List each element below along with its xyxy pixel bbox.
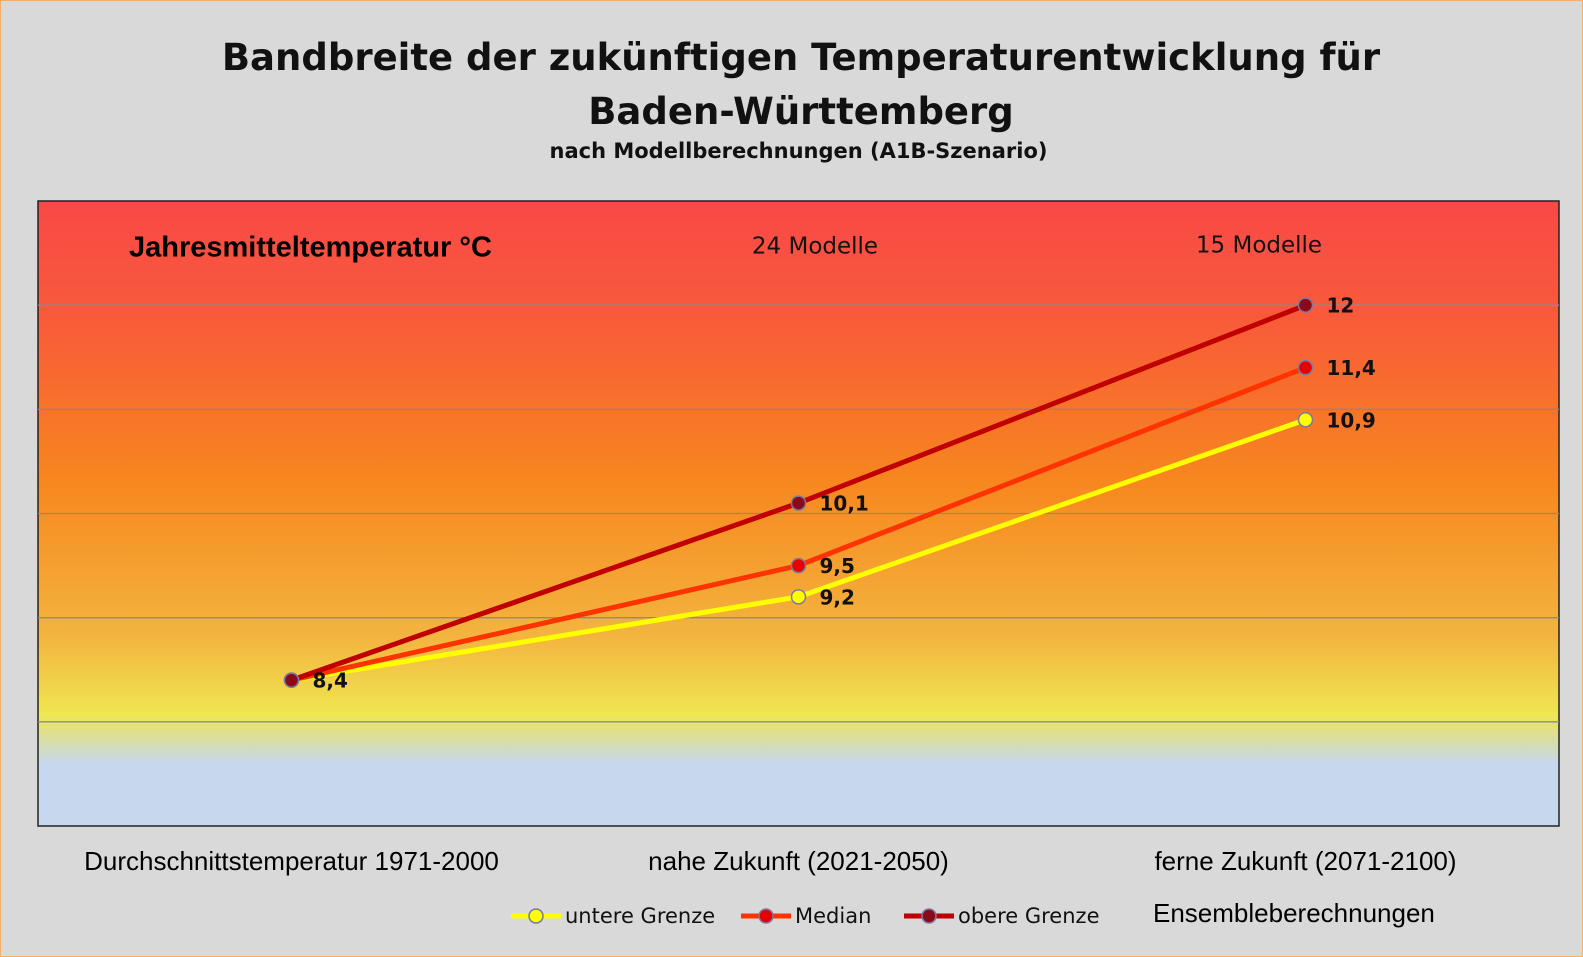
data-label: 10,9	[1327, 408, 1376, 432]
data-label: 9,2	[820, 585, 855, 609]
legend-label: Median	[795, 904, 871, 928]
data-label: 10,1	[820, 492, 869, 516]
data-point	[1297, 297, 1314, 313]
legend-marker	[528, 908, 544, 924]
data-label: 11,4	[1327, 356, 1376, 380]
annotation: 15 Modelle	[1196, 233, 1322, 259]
data-point	[283, 672, 300, 688]
chart-title: Bandbreite der zukünftigen Temperaturent…	[221, 36, 1381, 133]
data-point	[790, 589, 807, 605]
x-tick-label: Durchschnittstemperatur 1971-2000	[84, 846, 499, 876]
data-label: 12	[1327, 294, 1355, 318]
y-axis-label: Jahresmitteltemperatur °C	[129, 232, 492, 264]
legend-marker	[921, 908, 937, 924]
chart-subtitle: nach Modellberechnungen (A1B-Szenario)	[549, 139, 1048, 163]
legend-marker	[758, 908, 774, 924]
x-tick-label: nahe Zukunft (2021-2050)	[648, 846, 949, 876]
data-point	[1297, 412, 1314, 428]
legend-note: Ensembleberechnungen	[1153, 898, 1435, 928]
legend-label: untere Grenze	[565, 904, 715, 928]
data-point	[1297, 359, 1314, 376]
data-point	[790, 557, 807, 574]
data-label: 9,5	[820, 554, 855, 578]
annotation: 24 Modelle	[752, 234, 878, 260]
x-tick-label: ferne Zukunft (2071-2100)	[1154, 846, 1456, 876]
legend-label: obere Grenze	[958, 904, 1099, 928]
data-label: 8,4	[313, 669, 348, 693]
data-point	[790, 495, 807, 511]
